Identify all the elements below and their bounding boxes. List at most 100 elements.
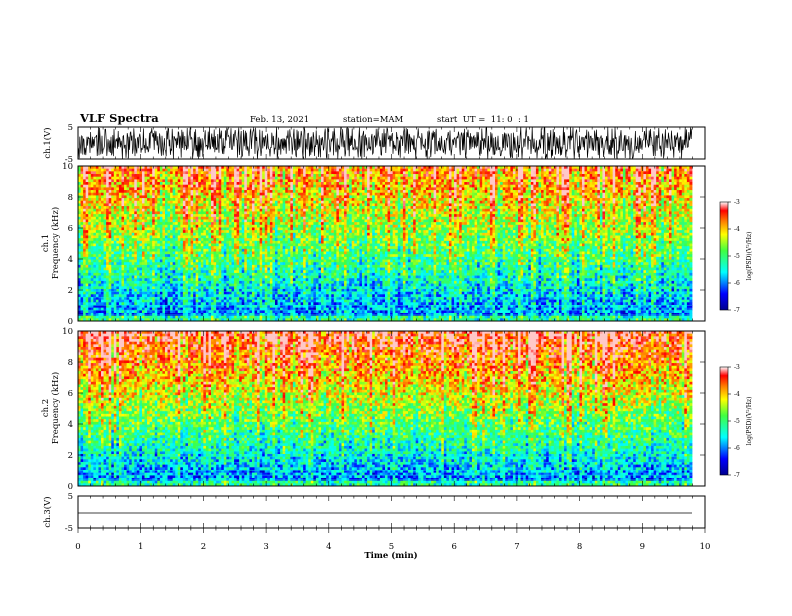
ch1-spectrogram-cell bbox=[162, 300, 165, 303]
ch1-spectrogram-cell bbox=[147, 214, 150, 217]
ch1-spectrogram-cell bbox=[165, 179, 168, 182]
ch1-spectrogram-cell bbox=[242, 214, 245, 217]
ch1-spectrogram-cell bbox=[150, 316, 153, 319]
ch1-spectrogram-cell bbox=[272, 182, 275, 185]
ch1-spectrogram-cell bbox=[180, 193, 183, 196]
ch1-spectrogram-cell bbox=[196, 276, 199, 279]
ch1-spectrogram-cell bbox=[214, 310, 217, 313]
ch1-spectrogram-cell bbox=[104, 187, 107, 190]
ch1-spectrogram-cell bbox=[145, 268, 148, 271]
ch1-spectrogram-cell bbox=[98, 252, 101, 255]
ch1-spectrogram-cell bbox=[145, 292, 148, 295]
ch1-spectrogram-cell bbox=[121, 227, 124, 230]
ch1-spectrogram-cell bbox=[162, 219, 165, 222]
ch1-spectrogram-cell bbox=[247, 302, 250, 305]
ch1-spectrogram-cell bbox=[96, 193, 99, 196]
ch1-spectrogram-cell bbox=[157, 230, 160, 233]
ch1-spectrogram-cell bbox=[216, 193, 219, 196]
ch1-spectrogram-cell bbox=[139, 278, 142, 281]
ch1-spectrogram-cell bbox=[288, 252, 291, 255]
ch1-spectrogram-cell bbox=[229, 268, 232, 271]
ch1-spectrogram-cell bbox=[211, 276, 214, 279]
ch1-spectrogram-cell bbox=[180, 294, 183, 297]
ch1-spectrogram-cell bbox=[201, 198, 204, 201]
ch1-spectrogram-cell bbox=[280, 302, 283, 305]
ch1-spectrogram-cell bbox=[196, 185, 199, 188]
ch1-spectrogram-cell bbox=[290, 177, 293, 180]
ch1-spectrogram-cell bbox=[83, 257, 86, 260]
ch1-spectrogram-cell bbox=[155, 217, 158, 220]
ch1-spectrogram-cell bbox=[290, 249, 293, 252]
ch1-spectrogram-cell bbox=[137, 190, 140, 193]
ch1-spectrogram-cell bbox=[219, 185, 222, 188]
ch1-spectrogram-cell bbox=[180, 206, 183, 209]
ch1-spectrogram-cell bbox=[183, 187, 186, 190]
ch1-spectrogram-cell bbox=[265, 265, 268, 268]
ch1-spectrogram-cell bbox=[93, 225, 96, 228]
ch1-spectrogram-cell bbox=[175, 310, 178, 313]
ch1-spectrogram-cell bbox=[96, 177, 99, 180]
ch1-spectrogram-cell bbox=[206, 230, 209, 233]
ch1-spectrogram-cell bbox=[237, 203, 240, 206]
ch1-spectrogram-cell bbox=[137, 244, 140, 247]
ch1-spectrogram-cell bbox=[285, 278, 288, 281]
ch1-spectrogram-cell bbox=[86, 187, 89, 190]
ch1-spectrogram-cell bbox=[93, 235, 96, 238]
ch1-spectrogram-cell bbox=[155, 219, 158, 222]
ch1-spectrogram-cell bbox=[137, 209, 140, 212]
ch1-spectrogram-cell bbox=[188, 310, 191, 313]
ch1-spectrogram-cell bbox=[121, 273, 124, 276]
ch1-spectrogram-cell bbox=[232, 179, 235, 182]
ch1-spectrogram-cell bbox=[91, 227, 94, 230]
ch1-spectrogram-cell bbox=[237, 182, 240, 185]
ch1-spectrogram-cell bbox=[132, 209, 135, 212]
ch1-spectrogram-cell bbox=[119, 270, 122, 273]
ch1-spectrogram-cell bbox=[93, 169, 96, 172]
ch1-spectrogram-cell bbox=[226, 190, 229, 193]
ch1-spectrogram-cell bbox=[116, 246, 119, 249]
ch1-spectrogram-cell bbox=[198, 177, 201, 180]
ch1-spectrogram-cell bbox=[124, 281, 127, 284]
ch1-spectrogram-cell bbox=[93, 302, 96, 305]
ch1-spectrogram-cell bbox=[119, 179, 122, 182]
ch1-spectrogram-cell bbox=[283, 292, 286, 295]
ch1-spectrogram-cell bbox=[229, 225, 232, 228]
ch1-spectrogram-cell bbox=[229, 257, 232, 260]
ch1-spectrogram-cell bbox=[290, 233, 293, 236]
ch1-spectrogram-cell bbox=[98, 190, 101, 193]
ch1-spectrogram-cell bbox=[101, 270, 104, 273]
ch1-spectrogram-cell bbox=[98, 310, 101, 313]
ch1-spectrogram-cell bbox=[139, 244, 142, 247]
ch1-spectrogram-cell bbox=[134, 225, 137, 228]
ch1-spectrogram-cell bbox=[157, 310, 160, 313]
ch1-spectrogram-cell bbox=[170, 257, 173, 260]
ch1-spectrogram-cell bbox=[175, 254, 178, 257]
ch1-spectrogram-cell bbox=[137, 169, 140, 172]
ch1-spectrogram-cell bbox=[193, 260, 196, 263]
ch1-spectrogram-cell bbox=[81, 281, 84, 284]
ch1-spectrogram-cell bbox=[185, 201, 188, 204]
ch1-spectrogram-cell bbox=[278, 268, 281, 271]
ch1-spectrogram-cell bbox=[121, 174, 124, 177]
ch1-spectrogram-cell bbox=[198, 206, 201, 209]
ch1-spectrogram-cell bbox=[83, 254, 86, 257]
ch1-spectrogram-cell bbox=[288, 257, 291, 260]
ch1-spectrogram-cell bbox=[175, 222, 178, 225]
ch1-spectrogram-cell bbox=[265, 211, 268, 214]
ch1-spectrogram-cell bbox=[262, 217, 265, 220]
ch1-spectrogram-cell bbox=[155, 265, 158, 268]
ch1-spectrogram-cell bbox=[178, 179, 181, 182]
ch1-spectrogram-cell bbox=[139, 294, 142, 297]
ch1-spectrogram-cell bbox=[229, 233, 232, 236]
ch1-spectrogram-cell bbox=[239, 171, 242, 174]
ch1-spectrogram-cell bbox=[142, 187, 145, 190]
ch1-spectrogram-cell bbox=[101, 278, 104, 281]
ch1-spectrogram-cell bbox=[124, 171, 127, 174]
ch1-spectrogram-cell bbox=[198, 203, 201, 206]
ch1-spectrogram-cell bbox=[81, 193, 84, 196]
ch1-spectrogram-cell bbox=[114, 209, 117, 212]
ch1-spectrogram-cell bbox=[257, 169, 260, 172]
ch1-spectrogram-cell bbox=[224, 273, 227, 276]
ch1-spectrogram-cell bbox=[244, 246, 247, 249]
ch1-spectrogram-cell bbox=[91, 179, 94, 182]
